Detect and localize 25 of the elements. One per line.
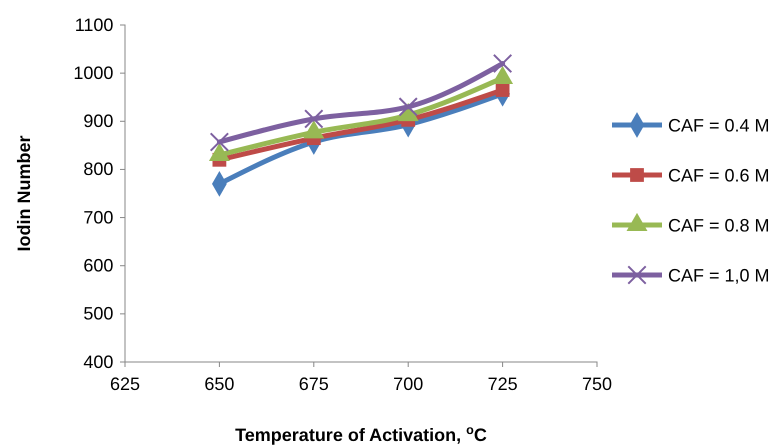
x-axis-title: Temperature of Activation, $^{o}$C (235, 423, 487, 445)
y-tick-label: 500 (83, 304, 114, 324)
point (398, 97, 418, 117)
x-tick-label: 700 (393, 374, 424, 394)
legend-label: CAF = 0.4 M (668, 115, 770, 136)
y-tick-label: 400 (83, 352, 114, 372)
x-tick-label: 675 (298, 374, 329, 394)
legend-label: CAF = 0.6 M (668, 165, 770, 186)
y-axis-title: Iodin Number (14, 136, 34, 252)
x-tick-label: 725 (488, 374, 518, 394)
x-tick-label: 750 (582, 374, 612, 394)
point (496, 83, 510, 97)
legend-label: CAF = 0.8 M (668, 215, 770, 236)
y-tick-label: 700 (83, 207, 114, 228)
y-tick-label: 1000 (73, 62, 114, 83)
y-tick-label: 1100 (74, 14, 114, 35)
y-tick-label: 600 (83, 255, 114, 276)
point (210, 132, 230, 152)
x-tick-label: 625 (110, 374, 140, 394)
y-tick-label: 900 (83, 111, 114, 132)
x-tick-label: 650 (204, 374, 234, 394)
point (304, 109, 324, 129)
y-tick-label: 800 (83, 159, 114, 180)
legend-label: CAF = 1,0 M (668, 265, 770, 286)
point (492, 54, 512, 74)
